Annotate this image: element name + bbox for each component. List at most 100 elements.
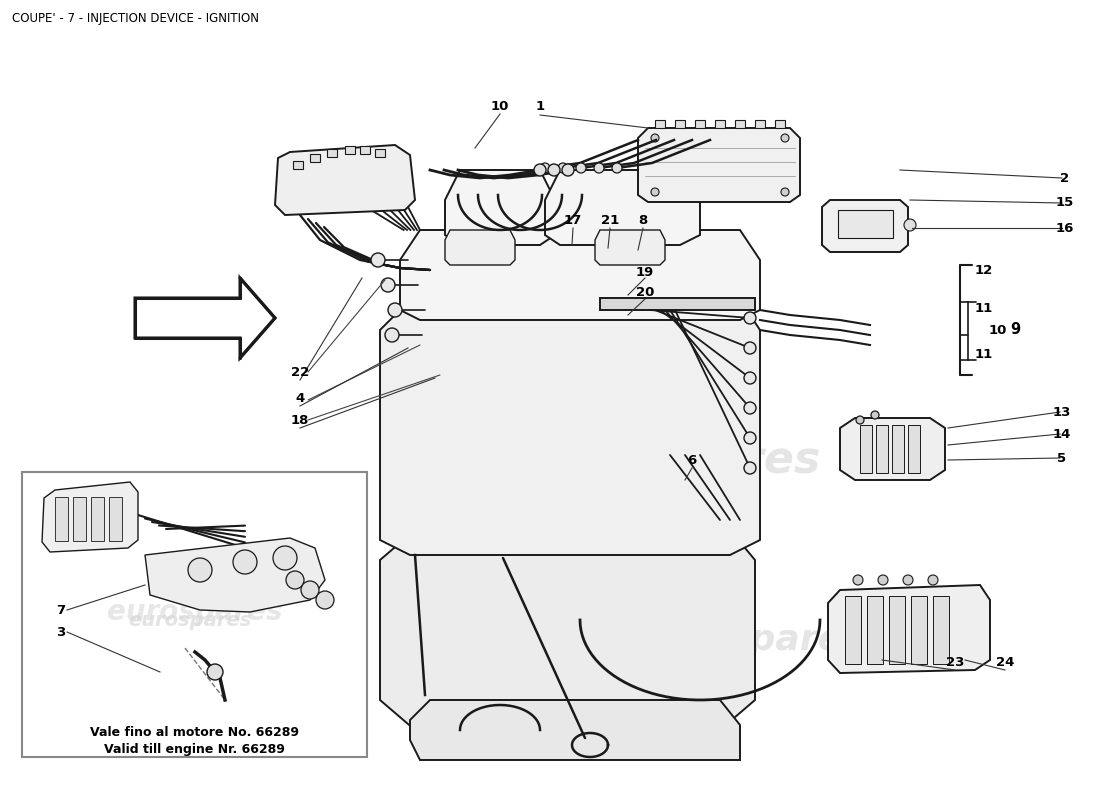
Text: eurospares: eurospares (129, 610, 252, 630)
Bar (55, 497, 68, 541)
Bar (889, 596, 905, 664)
Bar (654, 120, 666, 128)
Circle shape (651, 134, 659, 142)
Polygon shape (638, 128, 800, 202)
Text: 18: 18 (290, 414, 309, 426)
Bar (375, 149, 385, 157)
Text: eurospares: eurospares (478, 229, 741, 271)
Polygon shape (828, 585, 990, 673)
Circle shape (385, 328, 399, 342)
Text: 11: 11 (975, 349, 993, 362)
Text: 21: 21 (601, 214, 619, 226)
Bar (892, 425, 904, 473)
Circle shape (871, 411, 879, 419)
Polygon shape (446, 170, 556, 245)
Polygon shape (42, 482, 138, 552)
Text: 2: 2 (1060, 171, 1069, 185)
Text: 4: 4 (296, 391, 305, 405)
Bar (838, 210, 893, 238)
Bar (715, 120, 725, 128)
Circle shape (558, 163, 568, 173)
Circle shape (781, 188, 789, 196)
Bar (867, 596, 883, 664)
Circle shape (207, 664, 223, 680)
Bar (695, 120, 705, 128)
Polygon shape (595, 230, 666, 265)
Polygon shape (145, 538, 324, 612)
Bar (675, 120, 685, 128)
Circle shape (781, 134, 789, 142)
Bar (109, 497, 122, 541)
Text: 23: 23 (946, 657, 965, 670)
Circle shape (540, 163, 550, 173)
Polygon shape (379, 300, 760, 555)
Circle shape (594, 163, 604, 173)
Text: 16: 16 (1056, 222, 1075, 234)
Circle shape (903, 575, 913, 585)
Text: 13: 13 (1053, 406, 1071, 418)
Text: 11: 11 (975, 302, 993, 314)
Bar (310, 154, 320, 162)
Circle shape (612, 163, 621, 173)
Polygon shape (840, 418, 945, 480)
Text: eurospares: eurospares (636, 623, 865, 657)
Bar (91, 497, 104, 541)
Text: Vale fino al motore No. 66289: Vale fino al motore No. 66289 (90, 726, 299, 739)
Circle shape (744, 312, 756, 324)
Text: 5: 5 (1057, 451, 1067, 465)
Circle shape (744, 432, 756, 444)
Polygon shape (446, 230, 515, 265)
Text: 12: 12 (975, 263, 993, 277)
Bar (360, 146, 370, 154)
Text: 19: 19 (636, 266, 654, 278)
Circle shape (744, 372, 756, 384)
Bar (755, 120, 764, 128)
Bar (911, 596, 927, 664)
Circle shape (856, 416, 864, 424)
Circle shape (233, 550, 257, 574)
Circle shape (286, 571, 304, 589)
Polygon shape (822, 200, 908, 252)
Polygon shape (135, 278, 275, 358)
Bar (845, 596, 861, 664)
Circle shape (301, 581, 319, 599)
Circle shape (651, 188, 659, 196)
Circle shape (388, 303, 401, 317)
Bar (908, 425, 920, 473)
Bar (933, 596, 949, 664)
Text: COUPE' - 7 - INJECTION DEVICE - IGNITION: COUPE' - 7 - INJECTION DEVICE - IGNITION (12, 12, 258, 25)
Bar (860, 425, 872, 473)
Text: 7: 7 (56, 603, 65, 617)
Text: 1: 1 (536, 101, 544, 114)
Text: Valid till engine Nr. 66289: Valid till engine Nr. 66289 (104, 743, 285, 757)
Bar (22, 472, 367, 757)
Circle shape (744, 402, 756, 414)
Circle shape (878, 575, 888, 585)
Polygon shape (410, 700, 740, 760)
Polygon shape (379, 530, 755, 730)
Circle shape (381, 278, 395, 292)
Polygon shape (400, 230, 760, 320)
Text: 8: 8 (638, 214, 648, 226)
Circle shape (316, 591, 334, 609)
Bar (776, 120, 785, 128)
Circle shape (562, 164, 574, 176)
Circle shape (273, 546, 297, 570)
Bar (600, 298, 755, 310)
Text: 6: 6 (688, 454, 696, 466)
Text: 20: 20 (636, 286, 654, 299)
Text: 17: 17 (564, 214, 582, 226)
Circle shape (548, 164, 560, 176)
Circle shape (188, 558, 212, 582)
Circle shape (744, 342, 756, 354)
Text: 24: 24 (996, 657, 1014, 670)
Text: 14: 14 (1053, 427, 1071, 441)
Circle shape (371, 253, 385, 267)
Circle shape (852, 575, 864, 585)
Text: 3: 3 (56, 626, 65, 638)
Bar (735, 120, 745, 128)
Text: eurospares: eurospares (107, 598, 283, 626)
Text: 10: 10 (989, 323, 1008, 337)
Text: 10: 10 (491, 101, 509, 114)
Circle shape (744, 462, 756, 474)
